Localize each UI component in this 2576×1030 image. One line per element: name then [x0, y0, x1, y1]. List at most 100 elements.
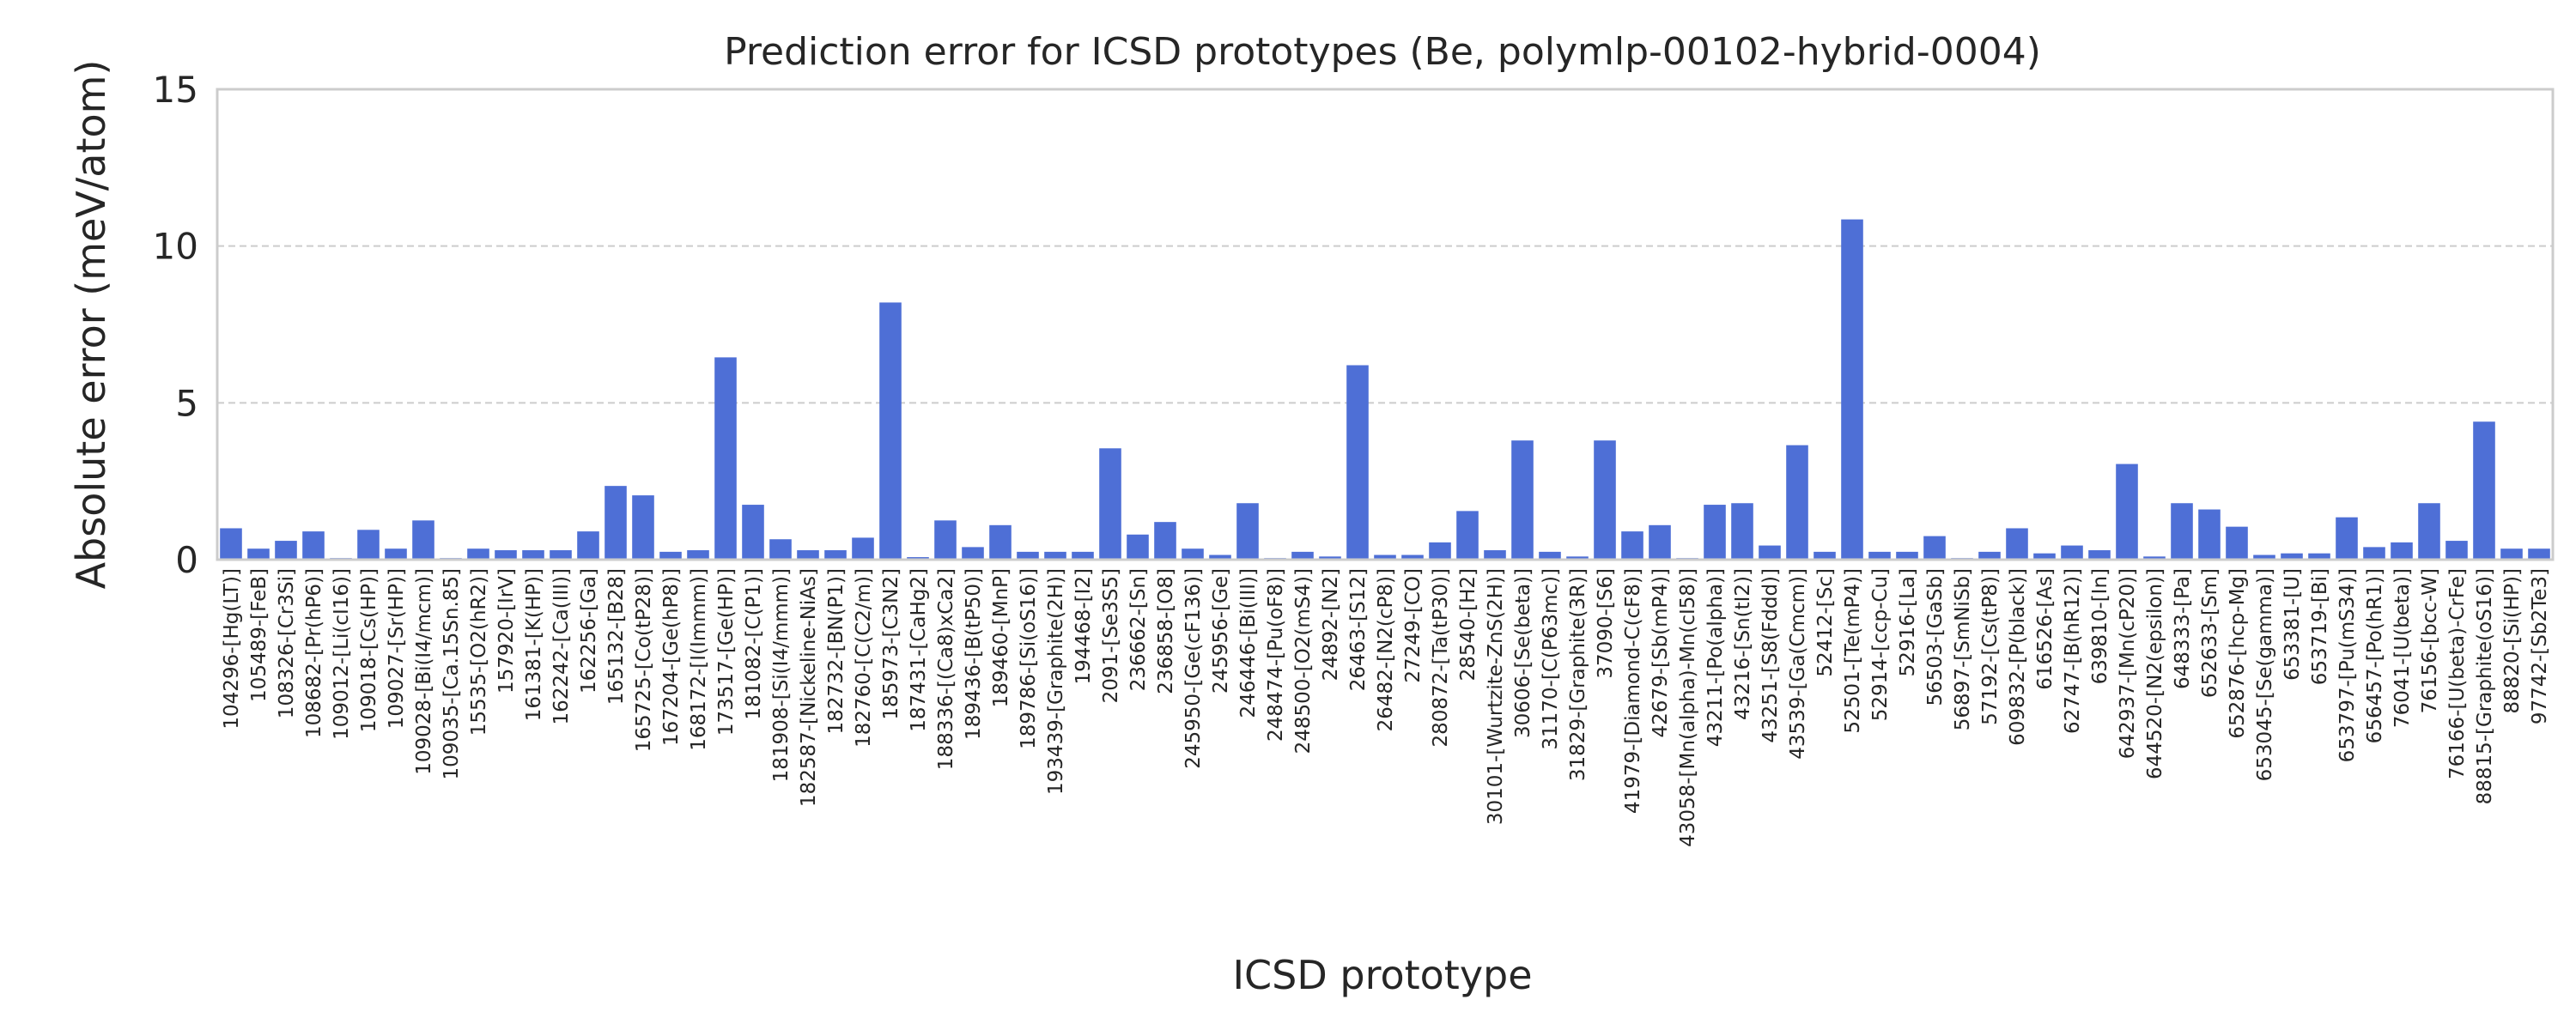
- bar-40: [1291, 551, 1314, 560]
- bar-12: [522, 550, 544, 560]
- x-tick-label: 188336-[(Ca8)xCa2]: [935, 568, 957, 770]
- x-tick-label: 616526-[As]: [2034, 568, 2057, 690]
- x-tick-label: 109035-[Ca.15Sn.85]: [440, 568, 463, 780]
- bar-33: [1099, 448, 1121, 560]
- bar-73: [2198, 509, 2221, 560]
- bar-74: [2226, 526, 2248, 560]
- bar-63: [1923, 536, 1946, 560]
- x-tick-label: 165725-[Co(tP28)]: [633, 568, 655, 752]
- x-tick-label: 189786-[Si(oS16)]: [1018, 568, 1040, 749]
- x-tick-label: 76156-[bcc-W]: [2419, 568, 2441, 713]
- x-tick-label: 185973-[C3N2]: [880, 568, 902, 720]
- bar-24: [852, 537, 874, 560]
- x-tick-label: 162242-[Ca(III)]: [550, 568, 573, 725]
- x-tick-label: 189460-[MnP]: [990, 568, 1012, 707]
- bar-53: [1649, 524, 1671, 560]
- x-tick-label: 52916-[La]: [1897, 568, 1919, 676]
- bar-11: [495, 550, 517, 560]
- x-tick-label: 161381-[K(HP)]: [523, 568, 545, 721]
- bar-7: [385, 548, 407, 560]
- bar-61: [1868, 551, 1891, 560]
- bar-30: [1017, 551, 1039, 560]
- bar-31: [1044, 551, 1066, 560]
- y-tick-label: 5: [175, 382, 198, 424]
- x-tick-label: 43058-[Mn(alpha)-Mn(cI58)]: [1677, 568, 1699, 847]
- bar-46: [1456, 511, 1479, 560]
- x-tick-label: 43216-[Sn(tI2)]: [1732, 568, 1754, 720]
- x-tick-label: 26463-[S12]: [1347, 568, 1370, 691]
- y-tick-label: 0: [175, 539, 198, 581]
- x-tick-label: 88815-[Graphite(oS16)]: [2474, 568, 2496, 804]
- x-tick-label: 43211-[Po(alpha)]: [1704, 568, 1727, 747]
- x-tick-label: 173517-[Ge(HP)]: [715, 568, 738, 736]
- x-tick-label: 88820-[Si(HP)]: [2501, 568, 2524, 714]
- x-tick-label: 52501-[Te(mP4)]: [1842, 568, 1864, 734]
- bar-20: [742, 505, 764, 560]
- x-tick-label: 108682-[Pr(hP6)]: [303, 568, 325, 738]
- x-tick-label: 43251-[S8(Fddd)]: [1759, 568, 1782, 743]
- x-tick-label: 182760-[C(C2/m)]: [853, 568, 875, 748]
- x-tick-labels: 104296-[Hg(LT)] 105489-[FeB] 108326-[Cr3Si…: [221, 568, 2551, 847]
- bar-10: [467, 548, 489, 560]
- x-axis-label: ICSD prototype: [1232, 952, 1532, 998]
- x-tick-label: 194468-[I2]: [1072, 568, 1095, 684]
- bar-84: [2500, 548, 2523, 560]
- bar-2: [247, 548, 270, 560]
- bar-6: [357, 530, 380, 560]
- bar-19: [714, 357, 737, 560]
- x-tick-label: 181082-[C(P1)]: [743, 568, 765, 720]
- x-tick-label: 56897-[SmNiSb]: [1952, 568, 1974, 730]
- bar-77: [2308, 553, 2330, 560]
- x-tick-label: 656457-[Po(hR1)]: [2364, 568, 2386, 743]
- x-tick-label: 109028-[Bi(I4/mcm)]: [413, 568, 435, 775]
- x-tick-label: 245956-[Ge]: [1210, 568, 1232, 694]
- bar-13: [550, 550, 572, 560]
- x-tick-label: 30606-[Se(beta)]: [1512, 568, 1534, 738]
- x-tick-label: 639810-[In]: [2089, 568, 2111, 684]
- bar-14: [577, 531, 599, 560]
- x-tick-label: 609832-[P(black)]: [2007, 568, 2029, 746]
- bar-16: [632, 495, 654, 560]
- x-tick-label: 248500-[O2(mS4)]: [1292, 568, 1315, 754]
- bar-25: [879, 302, 902, 560]
- bar-78: [2336, 517, 2358, 560]
- bar-65: [1978, 551, 2001, 560]
- bar-8: [412, 520, 434, 560]
- x-tick-label: 189436-[B(tP50)]: [963, 568, 985, 740]
- x-tick-label: 652876-[hcp-Mg]: [2227, 568, 2249, 739]
- x-tick-label: 105489-[FeB]: [248, 568, 270, 702]
- x-tick-label: 15535-[O2(hR2)]: [468, 568, 490, 736]
- x-tick-label: 62747-[B(hR12)]: [2062, 568, 2084, 734]
- bar-70: [2116, 464, 2138, 560]
- bar-52: [1621, 531, 1643, 560]
- bar-37: [1209, 554, 1231, 560]
- bar-38: [1236, 503, 1259, 560]
- bar-51: [1594, 440, 1616, 560]
- plot-frame: [216, 88, 2555, 561]
- bar-69: [2088, 550, 2111, 560]
- x-tick-label: 27249-[CO]: [1402, 568, 1425, 683]
- bar-67: [2033, 553, 2056, 560]
- bar-60: [1841, 219, 1863, 560]
- x-tick-label: 182732-[BN(P1)]: [825, 568, 848, 734]
- bar-66: [2006, 528, 2028, 560]
- x-tick-label: 157920-[IrV]: [495, 568, 518, 694]
- x-tick-label: 245950-[Ge(cF136)]: [1182, 568, 1205, 769]
- bar-83: [2473, 421, 2495, 560]
- bar-36: [1182, 548, 1204, 560]
- x-tick-label: 31170-[C(P63mc)]: [1540, 568, 1562, 750]
- bar-49: [1539, 551, 1561, 560]
- gridlines: [217, 245, 2553, 404]
- y-tick-labels: 0 5 10 15: [153, 69, 198, 581]
- x-tick-label: 167204-[Ge(hP8)]: [660, 568, 683, 746]
- bar-29: [989, 524, 1012, 560]
- bar-43: [1374, 554, 1396, 560]
- bar-44: [1401, 554, 1424, 560]
- bar-4: [302, 531, 325, 560]
- x-tick-label: 648333-[Pa]: [2172, 568, 2194, 689]
- bar-41: [1319, 556, 1341, 560]
- bar-23: [824, 550, 847, 560]
- bar-18: [687, 550, 709, 560]
- x-tick-label: 236858-[O8]: [1155, 568, 1177, 694]
